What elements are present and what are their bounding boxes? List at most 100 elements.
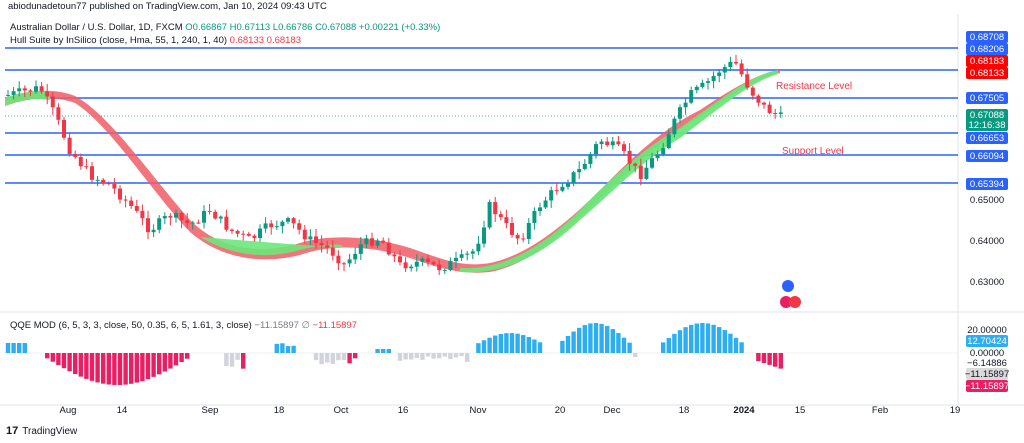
price-axis[interactable]: 0.68708 0.68206 0.68183 0.68133 0.67505 … xyxy=(966,31,1008,288)
qqe-bar[interactable] xyxy=(106,353,111,385)
candle-body[interactable] xyxy=(325,245,330,248)
candle-body[interactable] xyxy=(633,163,638,166)
hull-band-up-1[interactable] xyxy=(200,237,343,256)
candle-body[interactable] xyxy=(258,228,262,238)
candle-body[interactable] xyxy=(448,261,453,271)
qqe-bar[interactable] xyxy=(291,345,296,353)
qqe-bar[interactable] xyxy=(5,343,11,353)
qqe-bar[interactable] xyxy=(325,353,330,363)
qqe-bar[interactable] xyxy=(521,335,526,353)
us-flag-icon[interactable] xyxy=(782,280,794,292)
qqe-bar[interactable] xyxy=(45,353,50,359)
candle-body[interactable] xyxy=(17,88,22,92)
candle-body[interactable] xyxy=(274,226,279,228)
qqe-bar[interactable] xyxy=(605,325,610,353)
candle-body[interactable] xyxy=(622,144,626,151)
candle-body[interactable] xyxy=(470,251,475,254)
candle-body[interactable] xyxy=(627,150,632,164)
qqe-bar[interactable] xyxy=(465,353,470,362)
hull-band-down[interactable] xyxy=(5,70,780,273)
qqe-histogram[interactable] xyxy=(5,323,958,385)
candle-body[interactable] xyxy=(554,190,559,192)
qqe-bar[interactable] xyxy=(409,353,414,360)
candle-body[interactable] xyxy=(678,107,682,119)
candle-body[interactable] xyxy=(342,263,346,265)
candle-body[interactable] xyxy=(252,235,257,238)
candle-body[interactable] xyxy=(90,166,94,180)
qqe-bar[interactable] xyxy=(89,353,95,381)
qqe-bar[interactable] xyxy=(403,353,408,360)
candle-body[interactable] xyxy=(767,104,772,113)
candle-body[interactable] xyxy=(717,72,722,77)
candle-body[interactable] xyxy=(78,156,83,167)
qqe-bar[interactable] xyxy=(73,353,78,375)
qqe-bar[interactable] xyxy=(140,353,145,382)
candle-body[interactable] xyxy=(515,234,520,239)
qqe-bar[interactable] xyxy=(414,353,419,359)
qqe-bar[interactable] xyxy=(459,353,464,357)
candle-body[interactable] xyxy=(302,229,307,240)
candle-body[interactable] xyxy=(263,223,268,229)
qqe-bar[interactable] xyxy=(773,353,778,367)
candle-body[interactable] xyxy=(101,179,106,184)
qqe-bar[interactable] xyxy=(453,353,459,358)
candle-body[interactable] xyxy=(230,229,234,231)
qqe-bar[interactable] xyxy=(67,353,72,372)
qqe-bar[interactable] xyxy=(616,333,621,353)
candle-body[interactable] xyxy=(700,82,705,87)
qqe-bar[interactable] xyxy=(537,342,543,353)
candle-body[interactable] xyxy=(778,112,783,114)
qqe-bar[interactable] xyxy=(722,330,727,353)
qqe-bar[interactable] xyxy=(84,353,89,379)
candle-body[interactable] xyxy=(6,94,10,96)
qqe-bar[interactable] xyxy=(95,353,100,383)
qqe-bar[interactable] xyxy=(157,353,162,375)
qqe-bar[interactable] xyxy=(728,333,733,353)
candle-body[interactable] xyxy=(202,211,206,223)
candle-body[interactable] xyxy=(62,119,66,138)
qqe-bar[interactable] xyxy=(694,323,699,353)
qqe-bar[interactable] xyxy=(134,353,139,383)
candle-body[interactable] xyxy=(381,240,386,243)
qqe-bar[interactable] xyxy=(717,327,722,353)
candle-body[interactable] xyxy=(610,141,615,146)
candle-body[interactable] xyxy=(588,154,593,164)
candle-body[interactable] xyxy=(672,118,677,135)
qqe-bar[interactable] xyxy=(526,337,531,353)
qqe-bar[interactable] xyxy=(627,342,632,353)
qqe-bar[interactable] xyxy=(347,353,352,364)
candle-body[interactable] xyxy=(146,218,150,233)
qqe-bar[interactable] xyxy=(571,331,576,353)
candle-body[interactable] xyxy=(370,238,374,246)
candle-body[interactable] xyxy=(543,200,548,208)
qqe-bar[interactable] xyxy=(509,333,515,353)
candle-body[interactable] xyxy=(286,218,290,222)
qqe-bar[interactable] xyxy=(610,329,615,353)
candle-body[interactable] xyxy=(118,188,122,200)
candle-body[interactable] xyxy=(364,238,369,245)
qqe-bar[interactable] xyxy=(672,333,677,353)
qqe-bar[interactable] xyxy=(375,349,380,353)
candle-body[interactable] xyxy=(314,236,318,243)
qqe-bar[interactable] xyxy=(179,353,184,363)
candle-body[interactable] xyxy=(409,266,414,269)
qqe-bar[interactable] xyxy=(313,353,319,361)
qqe-bar[interactable] xyxy=(420,353,425,360)
qqe-bar[interactable] xyxy=(621,337,627,353)
candle-body[interactable] xyxy=(358,244,363,254)
candle-body[interactable] xyxy=(594,144,598,155)
candle-body[interactable] xyxy=(347,259,352,264)
candle-body[interactable] xyxy=(386,242,391,255)
candle-body[interactable] xyxy=(123,199,128,201)
qqe-bar[interactable] xyxy=(588,323,593,353)
candle-body[interactable] xyxy=(56,107,61,120)
qqe-bar[interactable] xyxy=(386,349,391,353)
candle-body[interactable] xyxy=(510,222,514,235)
candle-body[interactable] xyxy=(112,183,117,189)
candle-body[interactable] xyxy=(34,86,38,92)
candle-body[interactable] xyxy=(330,247,335,256)
candle-body[interactable] xyxy=(73,153,78,157)
footer-brand[interactable]: 17 TradingView xyxy=(6,425,77,437)
resistance-label[interactable]: Resistance Level xyxy=(776,81,852,92)
qqe-bar[interactable] xyxy=(689,324,694,353)
